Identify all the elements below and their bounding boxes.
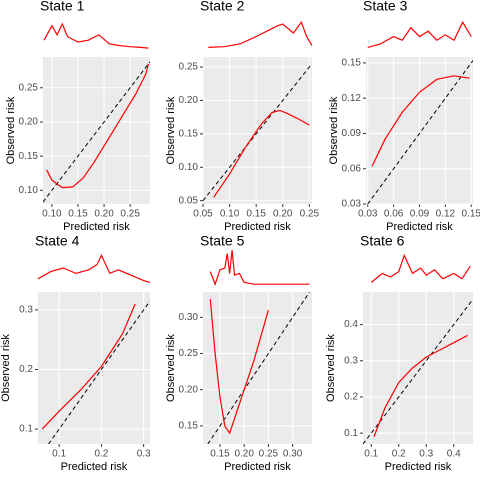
- calibration-curve: [373, 334, 468, 437]
- y-axis-label: Observed risk: [5, 96, 17, 164]
- x-tick-label: 0.2: [94, 449, 108, 460]
- y-tick-label: 0.10: [19, 185, 39, 196]
- x-tick-label: 0.03: [358, 209, 378, 220]
- x-tick-label: 0.10: [42, 209, 62, 220]
- panel: 0.10 0.15 0.20 0.25 0.10 0.15 0.20 0.25 State 1 P…: [5, 0, 150, 233]
- y-axis-label: Observed risk: [328, 96, 340, 164]
- density-curve: [208, 20, 313, 48]
- plot-background: [43, 57, 150, 204]
- x-tick-label: 0.09: [410, 209, 430, 220]
- y-tick-label: 0.25: [19, 82, 39, 93]
- panel-title: State 2: [200, 0, 245, 14]
- y-tick-label: 0.05: [179, 195, 199, 206]
- calibration-curve: [213, 109, 310, 198]
- x-tick-label: 0.15: [462, 209, 480, 220]
- panel: 0.1 0.2 0.3 0.4 0.1 0.2 0.3 0.4 State 6 Predicted…: [325, 233, 473, 473]
- y-axis-label: Observed risk: [325, 334, 337, 402]
- y-tick-label: 0.30: [179, 312, 199, 323]
- panel-title: State 1: [40, 0, 85, 14]
- x-tick-label: 0.15: [210, 449, 230, 460]
- y-tick-label: 0.09: [342, 128, 362, 139]
- x-tick-label: 0.06: [384, 209, 404, 220]
- x-tick-label: 0.20: [94, 209, 114, 220]
- y-tick-label: 0.3: [344, 355, 358, 366]
- y-tick-label: 0.03: [342, 199, 362, 210]
- y-tick-label: 0.20: [179, 95, 199, 106]
- y-tick-label: 0.10: [179, 162, 199, 173]
- y-tick-label: 0.15: [179, 421, 199, 432]
- y-tick-label: 0.1: [19, 424, 33, 435]
- panel-title: State 3: [363, 0, 408, 14]
- y-tick-label: 0.15: [19, 151, 39, 162]
- panel: 0.05 0.10 0.15 0.20 0.25 0.05 0.10 0.15 0.20 0.25…: [165, 0, 320, 233]
- plot-background: [203, 292, 312, 444]
- y-tick-label: 0.15: [179, 128, 199, 139]
- calibration-curve: [209, 299, 269, 435]
- x-tick-label: 0.25: [120, 209, 140, 220]
- x-tick-label: 0.25: [259, 449, 279, 460]
- panel: 0.1 0.2 0.3 0.1 0.2 0.3 State 4 Predicted risk O…: [0, 233, 151, 473]
- x-axis-label: Predicted risk: [386, 221, 453, 233]
- y-tick-label: 0.25: [179, 62, 199, 73]
- y-tick-label: 0.1: [344, 428, 358, 439]
- density-curve: [43, 22, 149, 49]
- y-tick-label: 0.06: [342, 163, 362, 174]
- x-tick-label: 0.4: [447, 449, 461, 460]
- x-tick-label: 0.3: [137, 449, 151, 460]
- x-tick-label: 0.15: [68, 209, 88, 220]
- panel: 0.03 0.06 0.09 0.12 0.15 0.03 0.06 0.09 0.12 0.15…: [328, 0, 480, 233]
- calibration-curve: [46, 63, 150, 189]
- x-tick-label: 0.20: [234, 449, 254, 460]
- x-axis-label: Predicted risk: [61, 461, 128, 473]
- y-tick-label: 0.15: [342, 58, 362, 69]
- panel-title: State 4: [35, 233, 80, 249]
- x-tick-label: 0.1: [52, 449, 66, 460]
- x-tick-label: 0.12: [436, 209, 456, 220]
- y-tick-label: 0.2: [344, 392, 358, 403]
- panel-title: State 5: [200, 233, 245, 249]
- x-axis-label: Predicted risk: [63, 221, 130, 233]
- reference-line: [207, 292, 310, 444]
- density-curve: [209, 249, 310, 286]
- reference-line: [43, 61, 150, 203]
- x-tick-label: 0.25: [300, 209, 320, 220]
- reference-line: [363, 298, 473, 444]
- x-axis-label: Predicted risk: [385, 461, 452, 473]
- reference-line: [203, 63, 312, 201]
- y-axis-label: Observed risk: [165, 96, 177, 164]
- x-tick-label: 0.15: [246, 209, 266, 220]
- y-axis-label: Observed risk: [165, 334, 177, 402]
- x-tick-label: 0.1: [364, 449, 378, 460]
- plot-background: [38, 292, 150, 444]
- x-tick-label: 0.20: [273, 209, 293, 220]
- y-axis-label: Observed risk: [0, 334, 12, 402]
- density-curve: [370, 253, 471, 283]
- y-tick-label: 0.3: [19, 305, 33, 316]
- calibration-curve: [41, 303, 136, 430]
- x-tick-label: 0.2: [392, 449, 406, 460]
- x-tick-label: 0.3: [419, 449, 433, 460]
- calibration-curve: [371, 75, 470, 167]
- density-curve: [367, 20, 472, 48]
- density-curve: [37, 253, 151, 283]
- y-tick-label: 0.4: [344, 319, 358, 330]
- reference-line: [48, 300, 150, 444]
- x-tick-label: 0.05: [193, 209, 213, 220]
- x-axis-label: Predicted risk: [224, 221, 291, 233]
- y-tick-label: 0.20: [19, 117, 39, 128]
- y-tick-label: 0.12: [342, 93, 362, 104]
- panel-title: State 6: [360, 233, 405, 249]
- panel: 0.15 0.20 0.25 0.30 0.15 0.20 0.25 0.30 State 5 P…: [165, 233, 312, 473]
- x-tick-label: 0.10: [220, 209, 240, 220]
- x-axis-label: Predicted risk: [224, 461, 291, 473]
- reference-line: [367, 60, 473, 204]
- y-tick-label: 0.25: [179, 348, 199, 359]
- y-tick-label: 0.2: [19, 364, 33, 375]
- x-tick-label: 0.30: [283, 449, 303, 460]
- y-tick-label: 0.20: [179, 384, 199, 395]
